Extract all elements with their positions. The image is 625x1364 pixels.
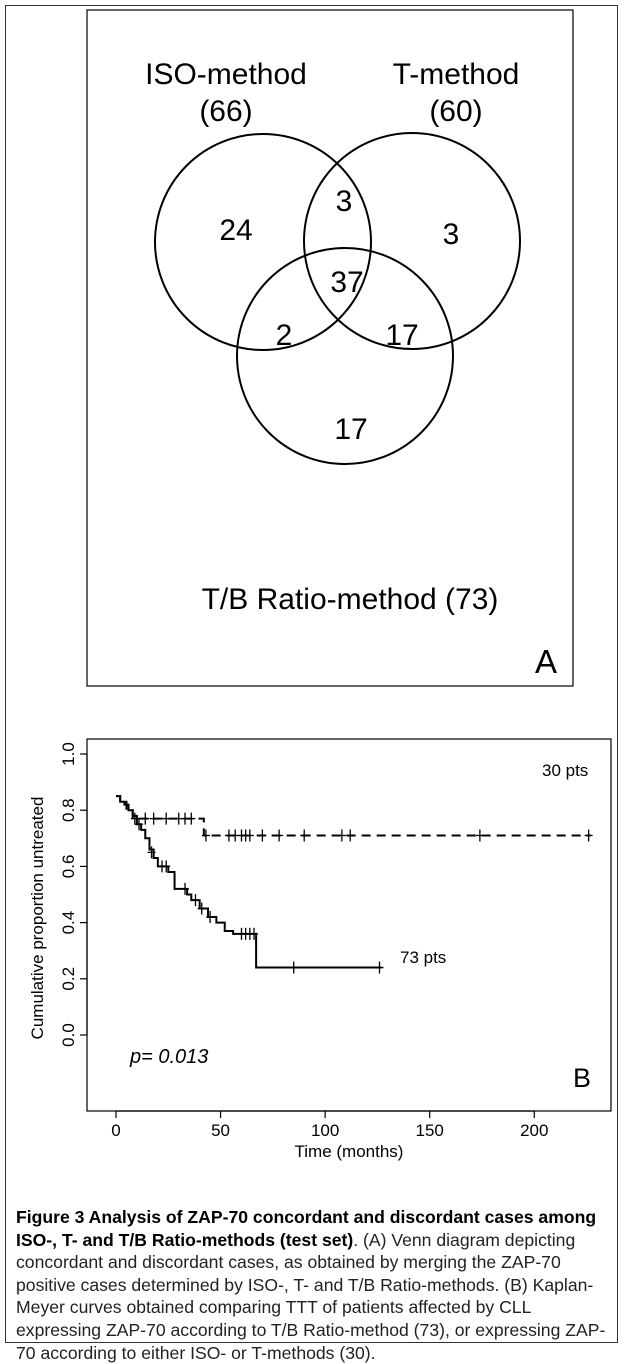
km-y-tick-label: 0.6: [59, 855, 78, 879]
venn-count-iso-only: 24: [219, 214, 252, 247]
venn-label-t: T-method: [393, 58, 520, 91]
km-series-label-73: 73 pts: [400, 948, 446, 967]
venn-circle-iso: [154, 133, 372, 351]
venn-count-iso-t: 3: [336, 185, 353, 218]
km-pvalue: p= 0.013: [129, 1046, 208, 1068]
venn-label-ratio: T/B Ratio-method (73): [202, 583, 499, 616]
venn-circle-ratio: [236, 247, 454, 465]
km-x-tick-label: 200: [520, 1121, 548, 1140]
km-y-tick-label: 0.8: [59, 798, 78, 822]
km-y-tick-label: 0.4: [59, 911, 78, 935]
figure-caption: Figure 3 Analysis of ZAP-70 concordant a…: [16, 1206, 611, 1364]
figure-frame: [5, 5, 618, 1343]
venn-panel-frame: [86, 9, 574, 687]
km-x-tick-label: 50: [211, 1121, 230, 1140]
km-x-tick-label: 100: [311, 1121, 339, 1140]
venn-diagram: ISO-method (66) T-method (60) T/B Ratio-…: [86, 9, 574, 687]
venn-circle-t: [303, 132, 521, 350]
km-y-tick-label: 0.2: [59, 967, 78, 991]
km-x-axis-label: Time (months): [295, 1142, 404, 1161]
venn-count-iso-ratio: 2: [276, 319, 293, 352]
km-series-label-30: 30 pts: [542, 761, 588, 780]
km-y-tick-label: 1.0: [59, 742, 78, 766]
venn-count-t-ratio: 17: [385, 319, 418, 352]
venn-label-t-count: (60): [429, 95, 482, 128]
venn-label-iso: ISO-method: [145, 58, 307, 91]
venn-label-iso-count: (66): [199, 95, 252, 128]
km-curve-73-pts: [116, 795, 382, 969]
km-x-tick-label: 150: [416, 1121, 444, 1140]
km-chart: 0 50 100 150 200 0.0 0.2 0.4 0.6 0.8 1.0 30 pts 73…: [28, 738, 612, 1161]
venn-count-t-only: 3: [443, 218, 460, 251]
km-y-axis-label: Cumulative proportion untreated: [28, 797, 47, 1040]
km-curve-30-pts: [116, 795, 591, 837]
venn-panel-label: A: [535, 643, 557, 680]
venn-count-all-three: 37: [330, 266, 363, 299]
venn-count-ratio-only: 17: [334, 413, 367, 446]
caption-title: Figure 3 Analysis of ZAP-70 concordant a…: [16, 1207, 597, 1250]
km-y-tick-label: 0.0: [59, 1023, 78, 1047]
km-panel-label: B: [573, 1063, 591, 1093]
km-x-tick-label: 0: [111, 1121, 120, 1140]
